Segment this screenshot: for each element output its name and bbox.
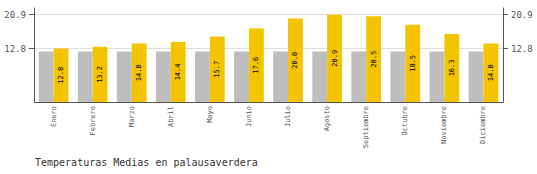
svg-text:20.9: 20.9 bbox=[511, 10, 533, 20]
svg-text:13.2: 13.2 bbox=[96, 66, 104, 83]
svg-text:15.7: 15.7 bbox=[213, 61, 221, 78]
svg-text:Marzo: Marzo bbox=[128, 106, 136, 127]
svg-text:Mayo: Mayo bbox=[206, 106, 214, 123]
svg-text:12.8: 12.8 bbox=[57, 67, 65, 84]
svg-text:17.6: 17.6 bbox=[252, 57, 260, 74]
svg-text:Noviembre: Noviembre bbox=[440, 106, 448, 144]
svg-text:20.5: 20.5 bbox=[370, 51, 378, 68]
svg-text:12.8: 12.8 bbox=[511, 44, 533, 54]
svg-text:Diciembre: Diciembre bbox=[479, 106, 487, 144]
svg-text:Enero: Enero bbox=[50, 106, 58, 127]
svg-text:20.9: 20.9 bbox=[331, 50, 339, 67]
svg-text:Julio: Julio bbox=[284, 106, 292, 127]
svg-text:14.0: 14.0 bbox=[487, 64, 495, 81]
svg-text:Septiembre: Septiembre bbox=[362, 106, 370, 148]
svg-text:Junio: Junio bbox=[245, 106, 253, 127]
svg-text:Abril: Abril bbox=[167, 106, 175, 127]
svg-text:20.0: 20.0 bbox=[291, 52, 299, 69]
svg-text:20.9: 20.9 bbox=[4, 10, 26, 20]
svg-text:14.0: 14.0 bbox=[135, 64, 143, 81]
svg-text:12.8: 12.8 bbox=[4, 44, 26, 54]
svg-text:Temperaturas Medias en palausa: Temperaturas Medias en palausaverdera bbox=[35, 157, 258, 168]
svg-text:Febrero: Febrero bbox=[89, 106, 97, 136]
svg-text:16.3: 16.3 bbox=[448, 60, 456, 77]
svg-text:Agosto: Agosto bbox=[323, 106, 331, 131]
svg-text:14.4: 14.4 bbox=[174, 63, 182, 80]
svg-text:Octubre: Octubre bbox=[401, 106, 409, 136]
svg-text:18.5: 18.5 bbox=[409, 55, 417, 72]
